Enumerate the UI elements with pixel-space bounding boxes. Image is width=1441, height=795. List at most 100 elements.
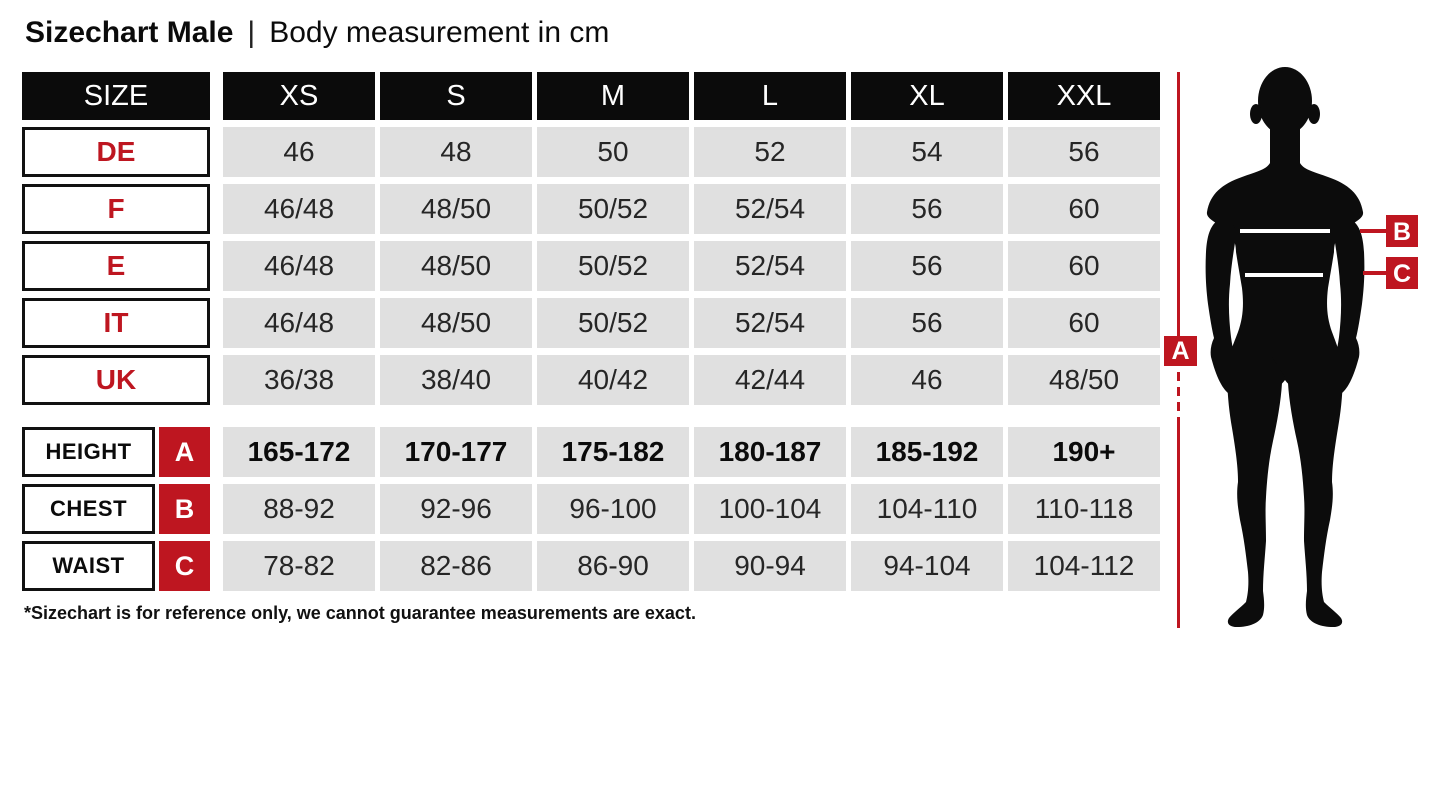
size-value-cell: 48/50 [380,241,532,291]
size-value-cell: 38/40 [380,355,532,405]
size-value-cell: 50/52 [537,241,689,291]
marker-a-badge: A [159,427,210,477]
marker-b-letter: B [1393,218,1411,246]
size-value-cell: 60 [1008,184,1160,234]
size-value-cell: 52 [694,127,846,177]
size-value-cell: 48 [380,127,532,177]
size-value-cell: 60 [1008,298,1160,348]
measurement-value-cell: 88-92 [223,484,375,534]
size-value-cell: 48/50 [380,184,532,234]
size-value-cell: 56 [851,184,1003,234]
size-value-cell: 56 [851,241,1003,291]
marker-b-badge: B [159,484,210,534]
size-value-cell: 52/54 [694,298,846,348]
size-value-cell: 46/48 [223,298,375,348]
measurement-label-height: HEIGHT A [22,427,210,477]
marker-c-letter: C [1393,260,1411,288]
measurement-value-cell: 180-187 [694,427,846,477]
size-value-cell: 46 [223,127,375,177]
measurement-label-chest: CHEST B [22,484,210,534]
measurement-value-cell: 165-172 [223,427,375,477]
waist-marker-c: C [1363,257,1418,289]
size-value-cell: 50/52 [537,184,689,234]
marker-c-badge: C [159,541,210,591]
header-cell-xl: XL [851,72,1003,120]
measurement-value-cell: 100-104 [694,484,846,534]
male-silhouette-figure: A B C [1164,67,1418,628]
header-cell-xxl: XXL [1008,72,1160,120]
marker-a-letter: A [1171,337,1189,365]
header-cell-xs: XS [223,72,375,120]
torso [1206,163,1364,392]
size-value-cell: 54 [851,127,1003,177]
chest-connector-line [1360,229,1386,233]
size-value-cell: 36/38 [223,355,375,405]
marker-c-box [1386,257,1418,289]
disclaimer-footnote: *Sizechart is for reference only, we can… [24,603,696,623]
size-value-cell: 48/50 [1008,355,1160,405]
row-label-it: IT [22,298,210,348]
leg-left [1227,356,1285,627]
measurement-value-cell: 96-100 [537,484,689,534]
row-label-uk: UK [22,355,210,405]
measurement-value-cell: 104-112 [1008,541,1160,591]
height-line-dash [1177,372,1180,381]
measurement-value-cell: 175-182 [537,427,689,477]
marker-b-box [1386,215,1418,247]
size-value-cell: 42/44 [694,355,846,405]
ear-left [1250,104,1262,124]
row-label-chest: CHEST [22,484,155,534]
height-line-dash [1177,387,1180,396]
measurement-value-cell: 170-177 [380,427,532,477]
body-silhouette [1205,67,1365,627]
header-cell-m: M [537,72,689,120]
height-value: 165-172 [247,436,351,467]
measurement-value-cell: 104-110 [851,484,1003,534]
waist-measure-line [1245,273,1323,277]
measurement-value-cell: 185-192 [851,427,1003,477]
measurement-value-cell: 94-104 [851,541,1003,591]
size-value-cell: 50 [537,127,689,177]
height-line-upper [1177,72,1180,336]
chest-marker-b: B [1360,215,1418,247]
arm-left [1205,218,1240,395]
waist-connector-line [1363,271,1386,275]
row-label-f: F [22,184,210,234]
page-title-subtitle: Body measurement in cm [269,16,610,49]
title-separator: | [247,16,256,49]
neck [1270,118,1300,168]
measurement-value-cell: 92-96 [380,484,532,534]
marker-a-box [1164,336,1197,366]
measurement-value-cell: 190+ [1008,427,1160,477]
size-value-cell: 46 [851,355,1003,405]
size-value-cell: 52/54 [694,184,846,234]
measurement-value-cell: 82-86 [380,541,532,591]
header-cell-size: SIZE [22,72,210,120]
size-table: SIZE XS S M L XL XXL DE 46 48 50 52 54 5… [22,72,1160,405]
measurement-label-waist: WAIST C [22,541,210,591]
leg-right [1285,356,1343,627]
height-line-lower [1177,417,1180,628]
page-title: Sizechart Male | Body measurement in cm [25,16,609,50]
size-value-cell: 46/48 [223,241,375,291]
ear-right [1308,104,1320,124]
page-title-main: Sizechart Male [25,16,234,49]
header-cell-s: S [380,72,532,120]
size-value-cell: 60 [1008,241,1160,291]
size-value-cell: 50/52 [537,298,689,348]
size-value-cell: 52/54 [694,241,846,291]
arm-right [1330,218,1365,395]
measurement-value-cell: 78-82 [223,541,375,591]
measurement-value-cell: 86-90 [537,541,689,591]
size-value-cell: 48/50 [380,298,532,348]
height-line-dash [1177,402,1180,411]
measurement-table: HEIGHT A 165-172 170-177 175-182 180-187… [22,427,1160,591]
size-value-cell: 56 [1008,127,1160,177]
measurement-value-cell: 110-118 [1008,484,1160,534]
row-label-height: HEIGHT [22,427,155,477]
size-value-cell: 56 [851,298,1003,348]
size-value-cell: 46/48 [223,184,375,234]
measurement-value-cell: 90-94 [694,541,846,591]
row-label-e: E [22,241,210,291]
